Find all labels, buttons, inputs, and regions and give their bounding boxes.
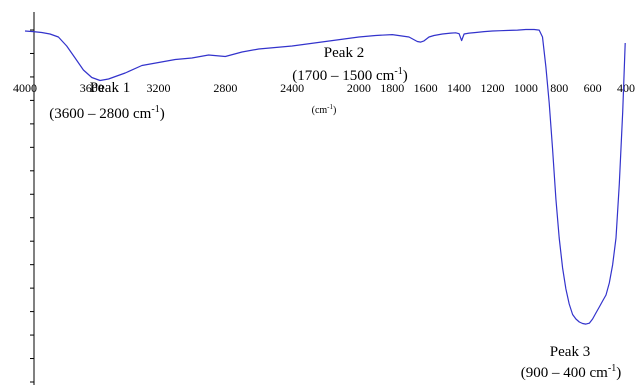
x-tick-label: 2400 bbox=[280, 81, 304, 95]
x-axis: 4000 3600 3200 2800 2400 2000 1800 1600 1400 1200… bbox=[13, 81, 635, 116]
x-tick-label: 2000 bbox=[347, 81, 371, 95]
annotations: Peak 1 (3600 – 2800 cm-1) Peak 2 (1700 – 15… bbox=[49, 45, 621, 381]
x-tick-label: 2800 bbox=[213, 81, 237, 95]
x-tick-label: 1000 bbox=[514, 81, 538, 95]
peak-label: Peak 2 bbox=[324, 45, 364, 61]
x-tick-label: 1200 bbox=[480, 81, 504, 95]
x-tick-label: 4000 bbox=[13, 81, 37, 95]
y-axis bbox=[30, 12, 35, 385]
peak-label: Peak 3 bbox=[550, 344, 590, 360]
peak-label: Peak 1 bbox=[90, 80, 130, 96]
x-tick-label: 1800 bbox=[380, 81, 404, 95]
x-axis-label: (cm-1) bbox=[312, 103, 337, 116]
x-tick-label: 1400 bbox=[447, 81, 471, 95]
x-tick-label: 3600 bbox=[80, 81, 104, 95]
x-tick-label: 600 bbox=[584, 81, 602, 95]
peak-range: (900 – 400 cm-1) bbox=[521, 363, 621, 381]
x-tick-label: 800 bbox=[550, 81, 568, 95]
x-tick-label: 3200 bbox=[147, 81, 171, 95]
x-tick-label: 1600 bbox=[414, 81, 438, 95]
peak-range: (3600 – 2800 cm-1) bbox=[49, 104, 164, 122]
peak-range: (1700 – 1500 cm-1) bbox=[292, 66, 407, 84]
series-group bbox=[24, 28, 626, 325]
x-tick-label: 400 bbox=[617, 81, 635, 95]
ir-spectrum-line bbox=[24, 28, 626, 325]
